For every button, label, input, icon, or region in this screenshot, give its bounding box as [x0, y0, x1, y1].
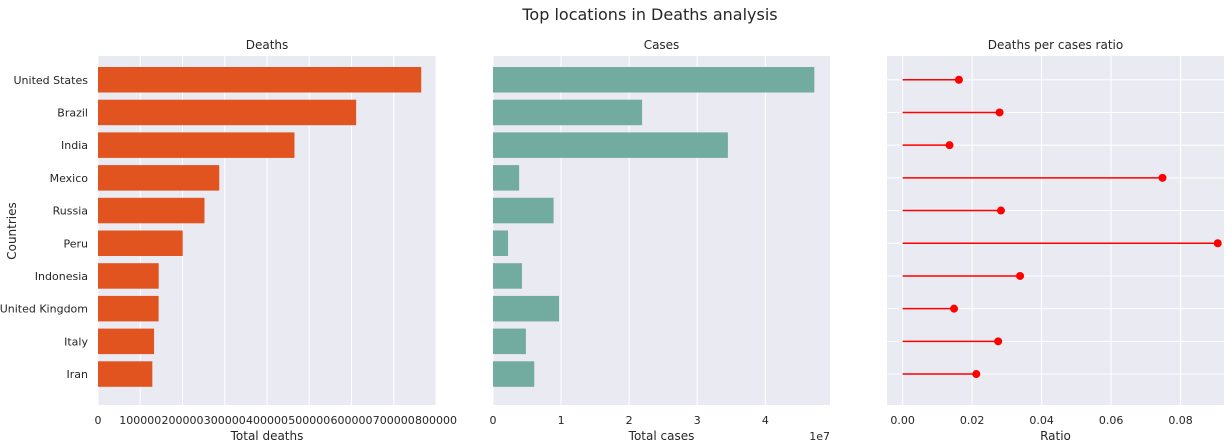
- lollipop-point: [994, 337, 1003, 346]
- x-tick-label: 0.04: [1029, 414, 1054, 427]
- y-tick-label: Peru: [63, 237, 88, 250]
- x-tick-label: 4: [762, 414, 769, 427]
- y-tick-label: Mexico: [50, 172, 89, 185]
- bar: [98, 230, 183, 256]
- y-tick-label: Russia: [53, 205, 88, 218]
- lollipop-point: [1016, 271, 1025, 280]
- y-tick-label: Iran: [67, 368, 89, 381]
- x-tick-label: 0: [490, 414, 497, 427]
- x-tick-label: 400000: [246, 414, 288, 427]
- x-tick-label: 0.02: [960, 414, 985, 427]
- x-tick-label: 0.08: [1168, 414, 1193, 427]
- bar: [98, 328, 155, 355]
- x-axis-label: Total cases: [628, 429, 695, 443]
- bar: [493, 132, 728, 158]
- x-tick-label: 3: [694, 414, 701, 427]
- x-axis-label: Total deaths: [230, 429, 304, 443]
- x-tick-label: 0: [95, 414, 102, 427]
- bar: [493, 263, 522, 289]
- ratio-panel: 0.00 0.02 0.04 0.06 0.08 Deaths per cases rat…: [887, 38, 1224, 443]
- x-tick-label: 1: [558, 414, 565, 427]
- figure-suptitle: Top locations in Deaths analysis: [521, 5, 777, 24]
- lollipop-point: [950, 304, 959, 313]
- panel-title: Deaths per cases ratio: [988, 38, 1123, 52]
- lollipop-point: [995, 108, 1004, 117]
- bar: [98, 361, 153, 387]
- y-tick-label: United States: [14, 74, 89, 87]
- y-axis-label: Countries: [5, 202, 19, 260]
- x-tick-label: 300000: [204, 414, 246, 427]
- bar: [98, 165, 220, 191]
- bar: [493, 67, 815, 93]
- cases-panel: 0 1 2 3 4 Cases Total cases 1e7: [490, 38, 831, 443]
- x-tick-label: 0.06: [1099, 414, 1124, 427]
- bar: [493, 295, 560, 322]
- x-offset-label: 1e7: [809, 430, 830, 443]
- bar: [493, 197, 554, 224]
- lollipop-point: [996, 206, 1005, 215]
- bar: [493, 230, 509, 256]
- panel-title: Cases: [644, 38, 680, 52]
- y-tick-label: United Kingdom: [0, 303, 88, 316]
- lollipop-point: [1213, 239, 1222, 248]
- x-tick-label: 100000: [119, 414, 161, 427]
- lollipop-point: [945, 141, 954, 150]
- bar: [493, 99, 643, 126]
- x-tick-label: 800000: [415, 414, 457, 427]
- bar: [98, 197, 205, 224]
- x-tick-label: 600000: [331, 414, 373, 427]
- bar: [98, 295, 159, 322]
- lollipop-point: [972, 370, 981, 379]
- x-tick-label: 0.00: [890, 414, 915, 427]
- lollipop-point: [1158, 173, 1167, 182]
- bar: [98, 132, 295, 158]
- bar: [493, 361, 535, 387]
- deaths-panel: United States Brazil India Mexico Russia Peru…: [0, 38, 457, 443]
- y-tick-label: Indonesia: [35, 270, 88, 283]
- bar: [98, 99, 357, 126]
- plot-area: [887, 56, 1224, 405]
- y-tick-label: Italy: [64, 335, 88, 348]
- bar: [98, 263, 159, 289]
- x-axis-label: Ratio: [1040, 429, 1071, 443]
- x-tick-label: 200000: [162, 414, 204, 427]
- x-tick-label: 2: [626, 414, 633, 427]
- y-tick-label: India: [61, 139, 88, 152]
- bar: [493, 328, 526, 355]
- x-tick-label: 700000: [373, 414, 415, 427]
- panel-title: Deaths: [246, 38, 289, 52]
- bar: [493, 165, 520, 191]
- y-tick-label: Brazil: [57, 106, 88, 119]
- lollipop-point: [954, 75, 963, 84]
- bar: [98, 67, 422, 93]
- x-tick-label: 500000: [288, 414, 330, 427]
